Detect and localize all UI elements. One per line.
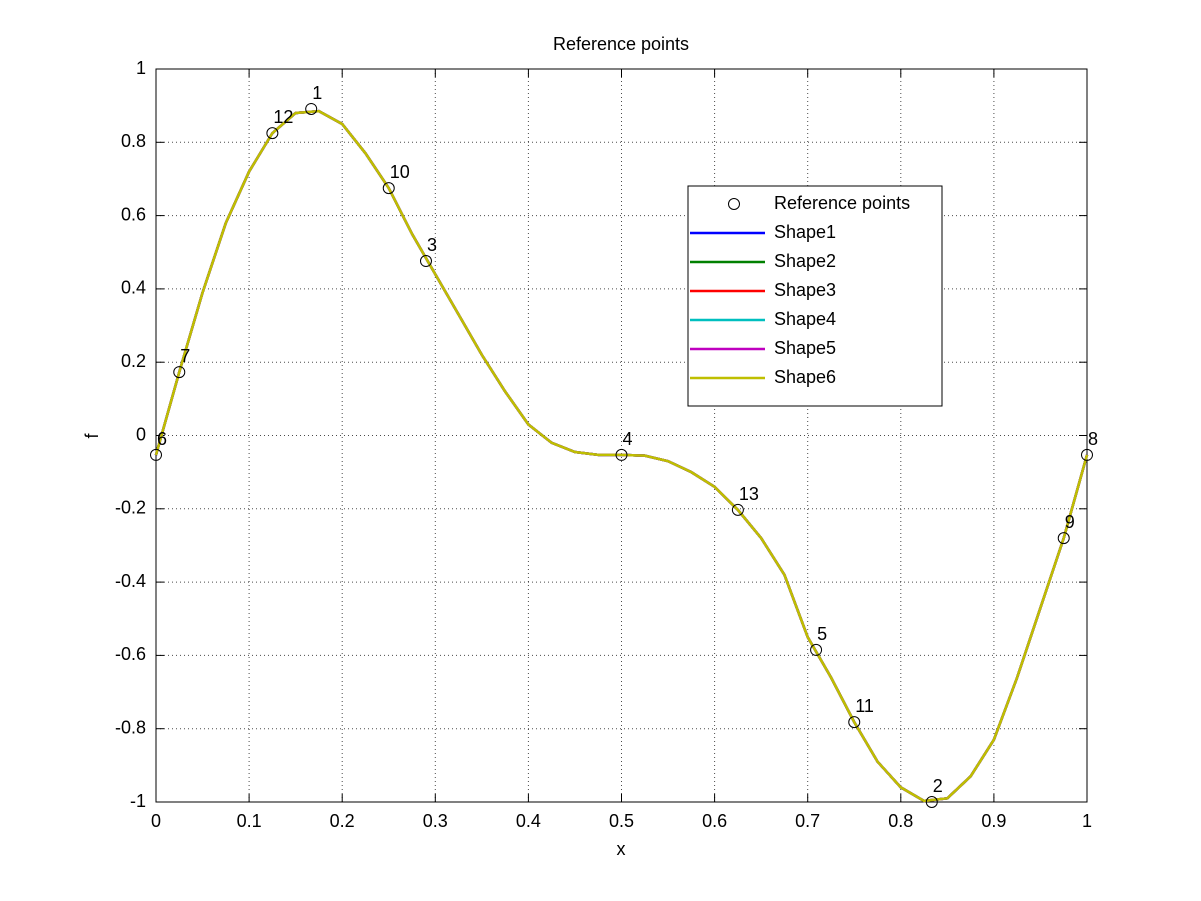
y-tick-label: -0.2 bbox=[115, 498, 146, 518]
reference-point bbox=[731, 503, 744, 516]
reference-point bbox=[266, 127, 279, 140]
x-tick-label: 0.7 bbox=[795, 811, 820, 831]
reference-point bbox=[848, 716, 861, 729]
y-tick-label: 0.8 bbox=[121, 131, 146, 151]
x-tick-label: 0.9 bbox=[981, 811, 1006, 831]
reference-point bbox=[419, 255, 432, 268]
point-label: 13 bbox=[739, 484, 759, 504]
reference-point bbox=[810, 643, 823, 656]
reference-point bbox=[1057, 532, 1070, 545]
point-label: 1 bbox=[312, 83, 322, 103]
plot-frame bbox=[155, 68, 1088, 803]
y-tick-label: -0.6 bbox=[115, 644, 146, 664]
reference-point bbox=[925, 796, 938, 808]
y-axis-label: f bbox=[82, 433, 102, 439]
reference-point bbox=[150, 448, 162, 461]
x-tick-label: 1 bbox=[1082, 811, 1092, 831]
legend-label: Reference points bbox=[774, 193, 910, 213]
x-tick-label: 0 bbox=[151, 811, 161, 831]
x-tick-label: 0.8 bbox=[888, 811, 913, 831]
legend-label: Shape3 bbox=[774, 280, 836, 300]
y-tick-label: 0.4 bbox=[121, 278, 146, 298]
reference-point bbox=[305, 102, 318, 115]
reference-point bbox=[615, 448, 628, 461]
y-tick-label: -1 bbox=[130, 791, 146, 811]
x-tick-label: 0.4 bbox=[516, 811, 541, 831]
legend-label: Shape6 bbox=[774, 367, 836, 387]
point-label: 2 bbox=[933, 776, 943, 796]
reference-point bbox=[382, 182, 395, 195]
legend-marker bbox=[728, 198, 740, 210]
y-tick-label: -0.8 bbox=[115, 717, 146, 737]
reference-point bbox=[1081, 448, 1093, 461]
legend-label: Shape5 bbox=[774, 338, 836, 358]
point-label: 4 bbox=[623, 429, 633, 449]
x-tick-label: 0.2 bbox=[330, 811, 355, 831]
x-tick-label: 0.5 bbox=[609, 811, 634, 831]
chart-title: Reference points bbox=[553, 34, 689, 54]
legend: Reference points Shape1 Shape2 Shape3 Shape4… bbox=[687, 185, 943, 407]
point-label: 8 bbox=[1088, 429, 1098, 449]
legend-label: Shape2 bbox=[774, 251, 836, 271]
point-label: 6 bbox=[157, 429, 167, 449]
legend-box bbox=[687, 185, 943, 407]
x-tick-label: 0.3 bbox=[423, 811, 448, 831]
series-line bbox=[154, 109, 1089, 803]
point-label: 10 bbox=[390, 162, 410, 182]
x-tick-label: 0.1 bbox=[237, 811, 262, 831]
reference-point bbox=[173, 366, 186, 379]
point-label: 5 bbox=[817, 624, 827, 644]
legend-label: Shape4 bbox=[774, 309, 836, 329]
point-label: 9 bbox=[1065, 512, 1075, 532]
y-tick-label: 0 bbox=[136, 424, 146, 444]
point-label: 12 bbox=[273, 107, 293, 127]
y-tick-label: 0.2 bbox=[121, 351, 146, 371]
x-axis-label: x bbox=[617, 839, 626, 859]
point-label: 7 bbox=[180, 346, 190, 366]
point-label: 11 bbox=[855, 696, 874, 716]
point-label: 3 bbox=[427, 235, 437, 255]
y-tick-label: 0.6 bbox=[121, 204, 146, 224]
legend-label: Shape1 bbox=[774, 222, 836, 242]
x-tick-label: 0.6 bbox=[702, 811, 727, 831]
y-tick-label: -0.4 bbox=[115, 571, 146, 591]
y-tick-label: 1 bbox=[136, 58, 146, 78]
